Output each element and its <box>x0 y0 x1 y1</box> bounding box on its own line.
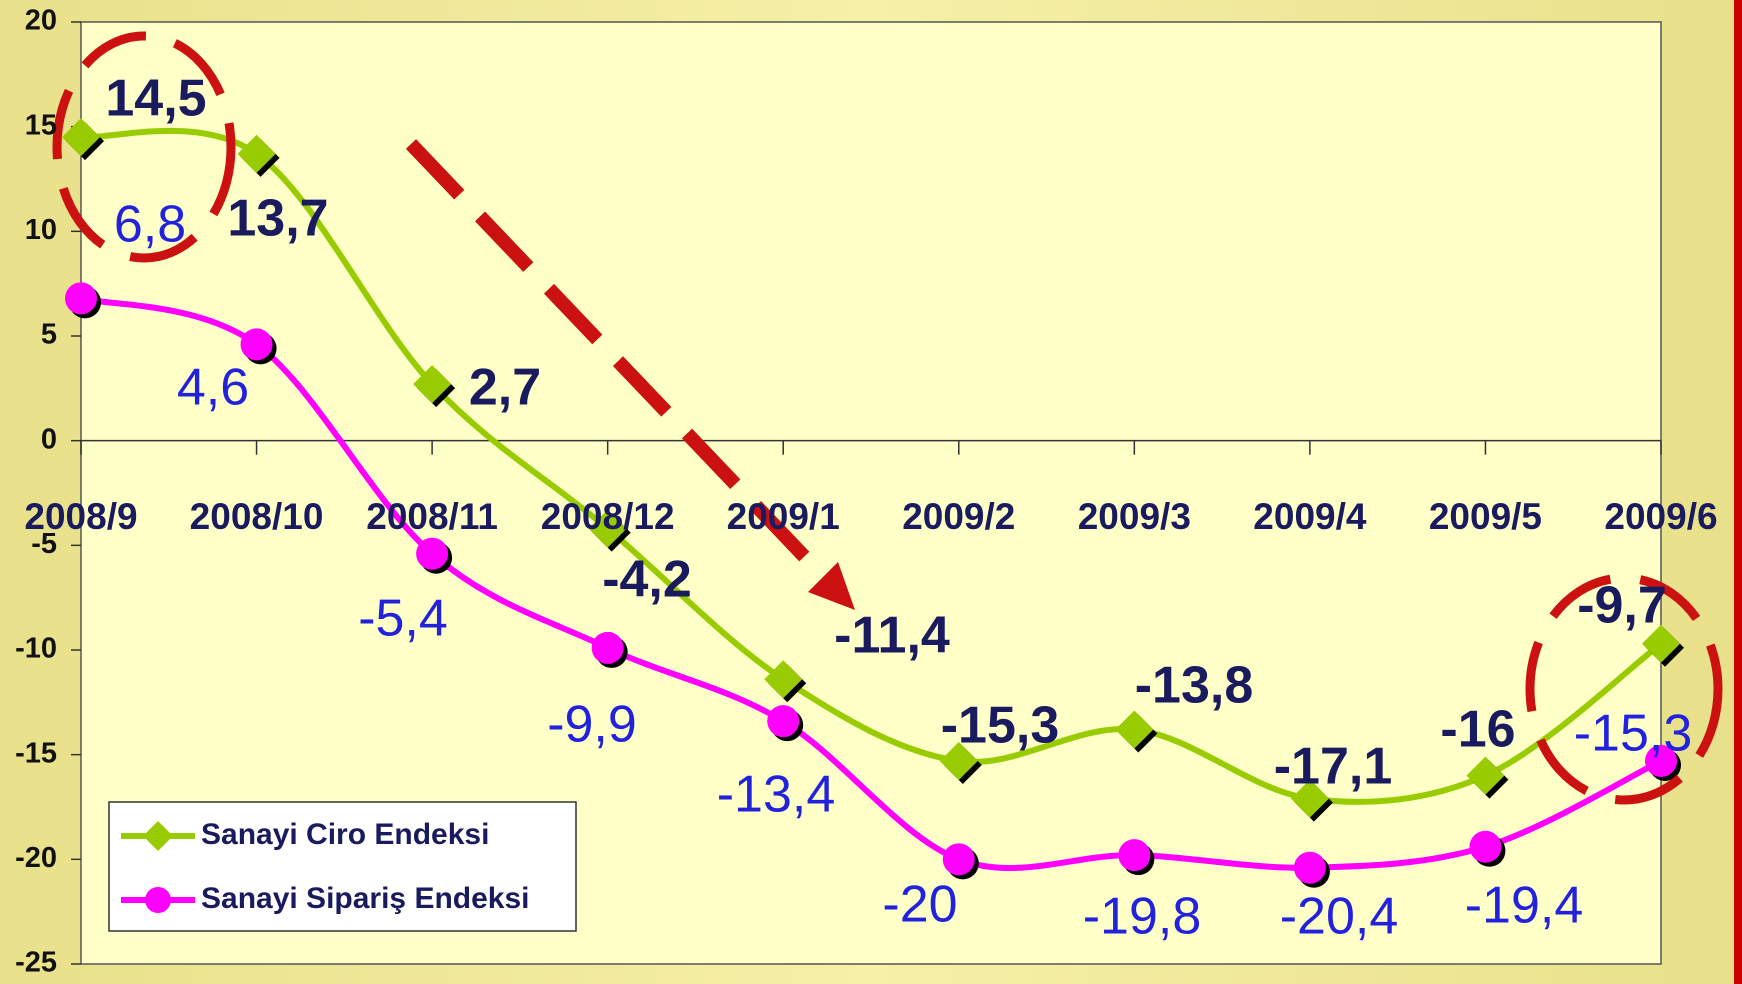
data-label: 6,8 <box>114 196 186 254</box>
legend-label: Sanayi Ciro Endeksi <box>201 818 489 851</box>
data-label: 4,6 <box>177 359 249 417</box>
data-label: 14,5 <box>105 70 206 128</box>
marker <box>62 118 100 157</box>
marker <box>416 537 449 570</box>
series-line <box>80 295 1663 872</box>
marker <box>1466 756 1505 795</box>
x-tick-label: 2009/2 <box>902 496 1015 537</box>
y-tick-label: -15 <box>15 737 57 769</box>
marker <box>767 705 800 738</box>
legend-marker <box>145 887 171 913</box>
marker <box>1118 839 1151 872</box>
data-label: -13,4 <box>717 766 836 824</box>
legend <box>108 801 577 932</box>
marker <box>1293 851 1326 884</box>
data-label: -19,8 <box>1083 888 1202 946</box>
legend-marker <box>143 821 173 851</box>
y-tick-label: 15 <box>25 109 57 141</box>
x-tick-label: 2008/11 <box>366 496 498 537</box>
y-tick-label: 5 <box>41 319 57 351</box>
data-label: 2,7 <box>469 359 541 417</box>
circle-highlight <box>1525 573 1723 805</box>
x-tick-label: 2009/5 <box>1429 496 1542 537</box>
series-line <box>80 127 1663 805</box>
data-label: -15,3 <box>1574 705 1693 763</box>
y-tick-label: 0 <box>41 423 57 455</box>
marker <box>1115 710 1154 749</box>
marker <box>1645 744 1677 777</box>
data-label: -9,7 <box>1577 577 1667 635</box>
data-label: -9,9 <box>547 696 637 754</box>
y-tick-label: -10 <box>15 633 57 665</box>
highlight <box>52 31 1723 805</box>
data-label: -20,4 <box>1280 888 1399 946</box>
data-label: -11,4 <box>834 607 950 665</box>
data-label: -5,4 <box>358 590 448 648</box>
data-label: -17,1 <box>1274 738 1393 796</box>
marker <box>591 631 624 664</box>
data-label: -15,3 <box>941 697 1060 755</box>
marker <box>939 741 978 780</box>
x-tick-label: 2009/6 <box>1604 496 1717 537</box>
circle-highlight <box>52 31 236 263</box>
marker <box>1290 779 1329 818</box>
y-tick-label: 10 <box>25 214 57 246</box>
marker <box>1469 830 1502 863</box>
x-tick-label: 2009/4 <box>1253 496 1367 537</box>
x-tick-label: 2009/3 <box>1078 496 1191 537</box>
data-label: -20 <box>882 876 957 934</box>
arrow-head <box>808 562 855 610</box>
marker <box>240 328 273 361</box>
marker <box>413 365 452 404</box>
marker <box>1642 624 1680 663</box>
y-tick-label: 20 <box>25 5 57 37</box>
x-tick-label: 2008/12 <box>541 496 675 537</box>
x-tick-label: 2008/9 <box>24 496 137 537</box>
y-tick-label: -20 <box>15 842 57 874</box>
data-label: 13,7 <box>227 190 328 248</box>
data-label: -4,2 <box>602 551 692 609</box>
marker <box>65 282 97 315</box>
marker <box>237 134 276 173</box>
x-tick-label: 2008/10 <box>190 496 324 537</box>
data-label: -16 <box>1440 701 1515 759</box>
x-tick-label: 2009/1 <box>727 496 840 537</box>
border <box>1734 0 1742 984</box>
data-label: -13,8 <box>1135 657 1254 715</box>
legend-label: Sanayi Sipariş Endeksi <box>201 882 530 915</box>
y-tick-label: -5 <box>31 528 57 560</box>
data-label: -19,4 <box>1465 877 1584 935</box>
marker <box>588 509 627 548</box>
marker <box>764 660 803 699</box>
marker <box>942 843 975 876</box>
y-tick-label: -25 <box>15 947 57 979</box>
